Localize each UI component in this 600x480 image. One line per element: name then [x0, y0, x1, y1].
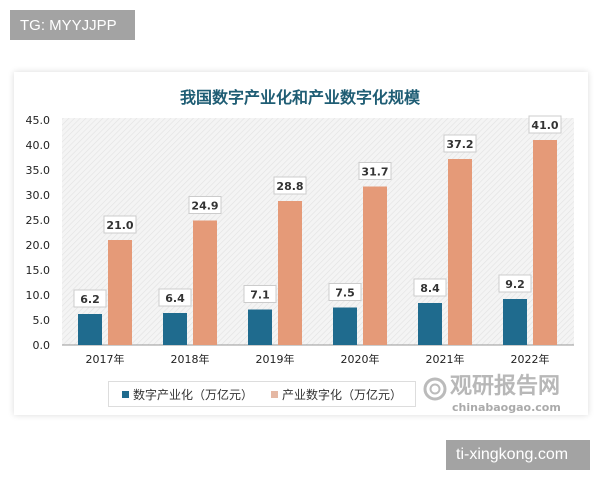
data-label-box — [273, 176, 307, 195]
bar-digital-industrialization — [163, 313, 187, 345]
logo-text-en: chinabaogao.com — [452, 401, 561, 414]
data-label: 7.5 — [335, 287, 355, 300]
legend-item-1: 产业数字化（万亿元） — [271, 386, 402, 403]
data-label: 21.0 — [106, 219, 133, 232]
bar-digital-industrialization — [78, 314, 102, 345]
x-tick-label: 2021年 — [426, 352, 465, 366]
site-tag: ti-xingkong.com — [446, 440, 590, 470]
data-label-box — [358, 162, 392, 180]
data-label-box — [158, 288, 192, 307]
logo-swirl-icon — [423, 377, 447, 401]
watermark-tag: TG: MYYJJPP — [10, 10, 135, 40]
y-tick-label: 15.0 — [26, 264, 51, 277]
data-label-box — [73, 289, 107, 308]
data-label: 24.9 — [191, 200, 218, 213]
data-label-box — [103, 215, 137, 234]
bar-digital-industrialization — [248, 309, 272, 345]
y-tick-label: 35.0 — [26, 164, 51, 177]
chinabaogao-logo: 观研报告网 chinabaogao.com — [422, 374, 582, 414]
x-tick-label: 2018年 — [171, 352, 210, 366]
data-label: 37.2 — [446, 138, 473, 151]
bar-industrial-digitization — [363, 186, 387, 345]
legend-item-0: 数字产业化（万亿元） — [121, 386, 253, 403]
bar-digital-industrialization — [418, 303, 442, 345]
data-label-box — [528, 115, 562, 134]
bar-digital-industrialization — [333, 307, 357, 345]
data-label: 7.1 — [250, 289, 270, 302]
data-label: 28.8 — [276, 180, 303, 193]
bar-industrial-digitization — [108, 240, 132, 345]
y-tick-label: 25.0 — [26, 214, 51, 227]
data-label: 41.0 — [531, 119, 558, 132]
data-label: 9.2 — [505, 278, 525, 291]
bar-industrial-digitization — [193, 220, 217, 345]
y-tick-label: 30.0 — [26, 189, 51, 202]
data-label: 6.4 — [165, 292, 185, 305]
data-label: 8.4 — [420, 282, 440, 295]
y-tick-label: 5.0 — [33, 314, 51, 327]
data-label-box — [413, 278, 447, 297]
data-label-box — [328, 283, 362, 301]
chart-title: 我国数字产业化和产业数字化规模 — [179, 88, 420, 107]
bar-industrial-digitization — [533, 140, 557, 345]
logo-text-cn: 观研报告网 — [450, 374, 561, 399]
data-label-box — [188, 196, 222, 214]
plot-area — [62, 118, 574, 345]
y-tick-label: 0.0 — [33, 339, 51, 352]
bar-digital-industrialization — [503, 299, 527, 345]
data-label-box — [243, 285, 277, 303]
y-tick-label: 10.0 — [26, 289, 51, 302]
data-label-box — [498, 274, 532, 293]
y-tick-label: 40.0 — [26, 139, 51, 152]
x-tick-label: 2017年 — [86, 352, 125, 366]
y-tick-label: 45.0 — [26, 114, 51, 127]
y-tick-label: 20.0 — [26, 239, 51, 252]
x-tick-label: 2022年 — [511, 352, 550, 366]
data-label-box — [443, 134, 477, 153]
legend-label: 产业数字化（万亿元） — [282, 387, 403, 402]
x-tick-label: 2019年 — [256, 352, 295, 366]
legend-label: 数字产业化（万亿元） — [132, 387, 253, 402]
bar-industrial-digitization — [278, 201, 302, 345]
legend: 数字产业化（万亿元） 产业数字化（万亿元） — [108, 381, 416, 407]
data-label: 31.7 — [361, 166, 388, 179]
legend-swatch — [271, 390, 278, 398]
x-tick-label: 2020年 — [341, 352, 380, 366]
data-label: 6.2 — [80, 293, 100, 306]
legend-swatch — [121, 390, 129, 398]
bar-industrial-digitization — [448, 159, 472, 345]
